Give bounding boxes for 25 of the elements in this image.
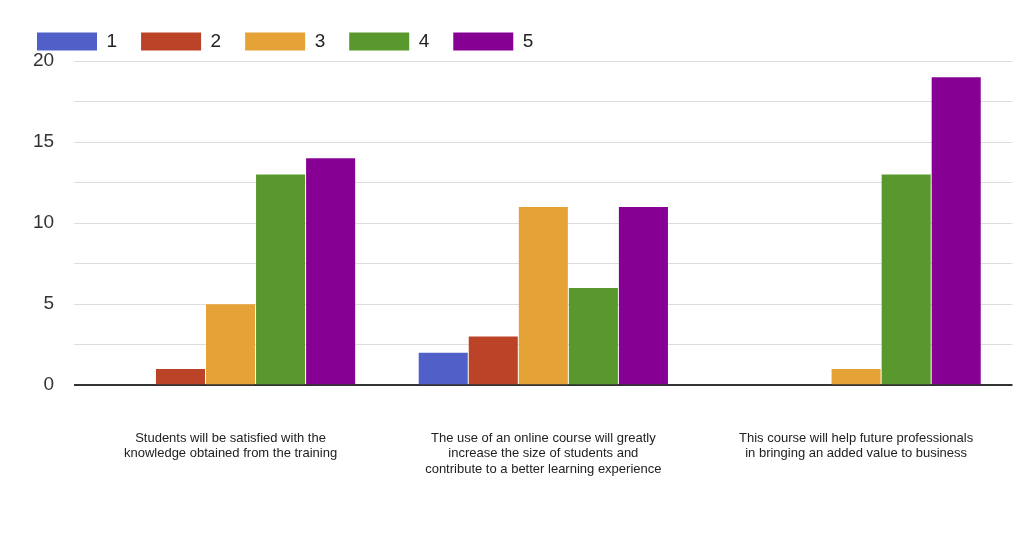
legend-label: 2 <box>210 29 222 51</box>
bar <box>155 368 206 385</box>
bar <box>568 287 618 385</box>
bar <box>306 158 356 385</box>
y-tick-label: 10 <box>32 211 55 233</box>
y-tick-label: 5 <box>43 292 55 314</box>
bar <box>831 368 881 385</box>
bar <box>931 77 981 385</box>
bar <box>418 352 468 385</box>
legend-label: 4 <box>418 29 430 51</box>
x-tick-label: This course will help future professionals in bringing an added value to business <box>739 429 974 461</box>
y-tick-label: 0 <box>43 373 55 395</box>
legend-label: 5 <box>522 29 534 51</box>
bar <box>618 206 668 385</box>
y-tick-label: 20 <box>32 49 55 71</box>
bar <box>881 174 931 385</box>
bar <box>256 174 306 385</box>
bar <box>518 206 568 385</box>
bar <box>468 336 518 385</box>
x-tick-label: The use of an online course will greatly increase the size of students and contribute to a better learning experience <box>425 429 662 476</box>
x-tick-label: Students will be satisfied with the knowledge obtained from the training <box>123 429 338 461</box>
bar <box>206 304 256 385</box>
legend-label: 1 <box>106 29 118 51</box>
legend-label: 3 <box>314 29 326 51</box>
y-tick-label: 15 <box>32 130 55 152</box>
